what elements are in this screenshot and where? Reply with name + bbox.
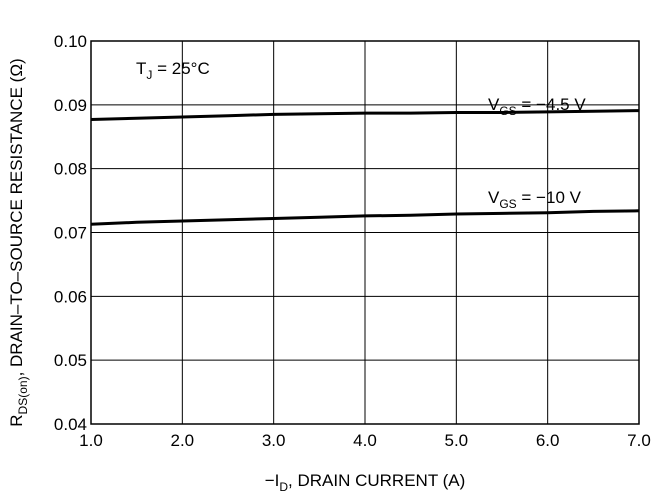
series-lines	[90, 109, 640, 226]
x-tick-labels: 1.0 2.0 3.0 4.0 5.0 6.0 7.0	[79, 431, 651, 450]
y-tick-labels: 0.04 0.05 0.06 0.07 0.08 0.09 0.10	[54, 32, 87, 434]
x-tick-label: 4.0	[353, 431, 377, 450]
y-tick-label: 0.09	[54, 96, 87, 115]
x-tick-label: 6.0	[536, 431, 560, 450]
series-label-0: VGS = −4.5 V	[488, 95, 586, 118]
x-tick-label: 3.0	[262, 431, 286, 450]
y-tick-label: 0.05	[54, 351, 87, 370]
y-tick-label: 0.06	[54, 287, 87, 306]
plot-frame	[90, 40, 640, 425]
y-axis-label: RDS(on), DRAIN–TO–SOURCE RESISTANCE (Ω)	[7, 58, 30, 426]
series-line-1	[90, 209, 640, 226]
y-tick-label: 0.04	[54, 415, 87, 434]
y-tick-label: 0.10	[54, 32, 87, 51]
x-tick-label: 7.0	[627, 431, 651, 450]
x-axis-label: −ID, DRAIN CURRENT (A)	[265, 471, 466, 494]
series-line-0	[90, 109, 640, 121]
y-tick-label: 0.08	[54, 160, 87, 179]
temperature-annotation: TJ = 25°C	[136, 59, 210, 82]
x-tick-label: 1.0	[79, 431, 103, 450]
x-tick-label: 5.0	[445, 431, 469, 450]
x-tick-label: 2.0	[171, 431, 195, 450]
series-labels: VGS = −4.5 V VGS = −10 V	[488, 95, 586, 211]
y-tick-label: 0.07	[54, 224, 87, 243]
series-label-1: VGS = −10 V	[488, 188, 582, 211]
